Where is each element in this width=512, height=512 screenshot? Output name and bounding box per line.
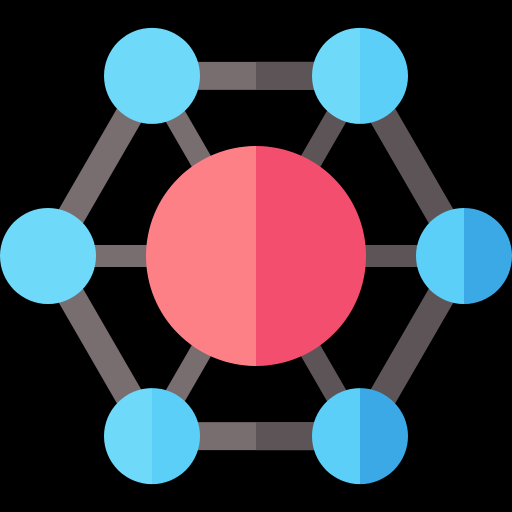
center-node [146,146,366,366]
outer-node [416,208,512,304]
outer-node [312,28,408,124]
outer-node [312,388,408,484]
outer-node [104,388,200,484]
outer-node [104,28,200,124]
outer-node [0,208,96,304]
network-diagram [0,0,512,512]
